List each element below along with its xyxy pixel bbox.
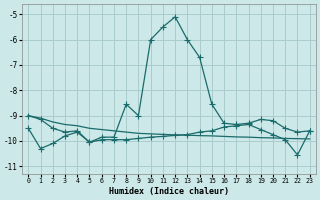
X-axis label: Humidex (Indice chaleur): Humidex (Indice chaleur) xyxy=(109,187,229,196)
